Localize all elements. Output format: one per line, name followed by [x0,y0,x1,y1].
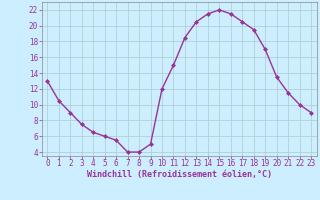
X-axis label: Windchill (Refroidissement éolien,°C): Windchill (Refroidissement éolien,°C) [87,170,272,179]
